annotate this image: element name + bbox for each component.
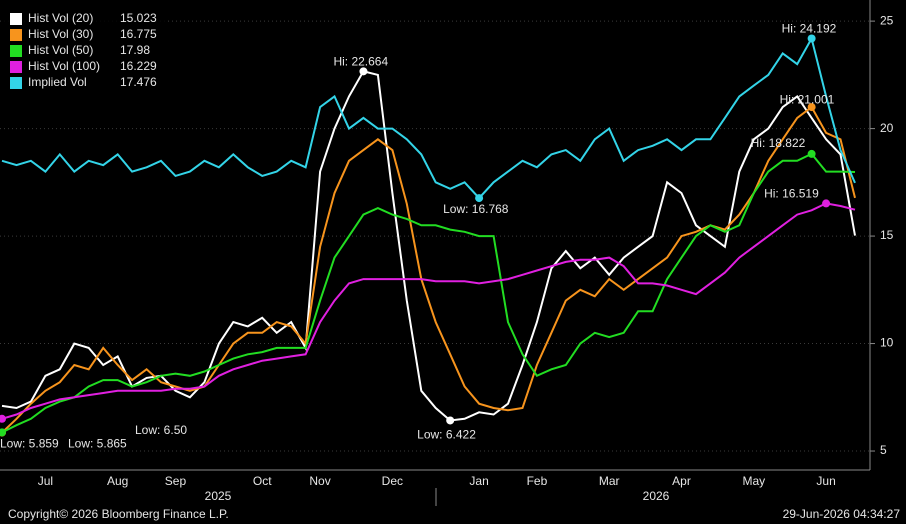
annotation-marker [807, 103, 816, 112]
x-tick-label: Jun [816, 474, 835, 488]
legend-swatch [10, 77, 22, 89]
x-tick-label: Mar [599, 474, 620, 488]
x-tick-label: Nov [309, 474, 330, 488]
annotation-label: Hi: 16.519 [764, 187, 819, 201]
annotation-label: Low: 16.768 [443, 202, 509, 216]
x-tick-label: Aug [107, 474, 128, 488]
legend-value: 16.775 [120, 27, 157, 41]
legend-name: Hist Vol (100) [28, 59, 100, 73]
timestamp: 29-Jun-2026 04:34:27 [783, 507, 901, 521]
legend-name: Hist Vol (30) [28, 27, 93, 41]
year-label: 2025 [205, 489, 232, 503]
series-line [1, 152, 856, 434]
legend-value: 16.229 [120, 59, 157, 73]
annotation-marker [0, 428, 6, 437]
copyright: Copyright© 2026 Bloomberg Finance L.P. [8, 507, 229, 521]
annotation-label: Low: 5.865 [68, 437, 127, 451]
legend-name: Hist Vol (50) [28, 43, 93, 57]
x-tick-label: Sep [165, 474, 187, 488]
annotation-marker [359, 67, 368, 76]
series-line [1, 70, 856, 422]
legend-value: 17.98 [120, 43, 150, 57]
x-tick-label: May [742, 474, 765, 488]
legend-box [2, 8, 166, 94]
x-tick-label: Oct [253, 474, 272, 488]
x-tick-label: Jan [469, 474, 488, 488]
annotation-marker [807, 149, 816, 158]
legend-swatch [10, 29, 22, 41]
annotation-marker [807, 34, 816, 43]
legend-name: Implied Vol [28, 75, 87, 89]
y-tick-label: 20 [880, 121, 894, 135]
legend-swatch [10, 61, 22, 73]
series-line [1, 35, 856, 200]
series-line [1, 202, 856, 420]
annotation-label: Hi: 24.192 [782, 22, 837, 36]
x-tick-label: Apr [672, 474, 691, 488]
y-tick-label: 10 [880, 336, 894, 350]
annotation-label: Low: 6.422 [417, 428, 476, 442]
annotation-label: Hi: 22.664 [333, 55, 388, 69]
annotation-label: Hi: 18.822 [751, 136, 806, 150]
x-tick-label: Dec [382, 474, 403, 488]
y-tick-label: 25 [880, 13, 894, 27]
legend-value: 15.023 [120, 11, 157, 25]
legend-name: Hist Vol (20) [28, 11, 93, 25]
x-tick-label: Jul [38, 474, 53, 488]
legend-swatch [10, 45, 22, 57]
legend-swatch [10, 13, 22, 25]
annotation-marker [822, 199, 831, 208]
annotation-marker [0, 414, 6, 423]
annotation-label: Hi: 21.001 [780, 92, 835, 106]
y-tick-label: 5 [880, 443, 887, 457]
legend-value: 17.476 [120, 75, 157, 89]
year-label: 2026 [643, 489, 670, 503]
x-tick-label: Feb [527, 474, 548, 488]
annotation-label: Low: 6.50 [135, 423, 187, 437]
y-tick-label: 15 [880, 228, 894, 242]
annotation-marker [446, 416, 455, 425]
annotation-label: Low: 5.859 [0, 437, 59, 451]
annotation-marker [475, 194, 484, 203]
